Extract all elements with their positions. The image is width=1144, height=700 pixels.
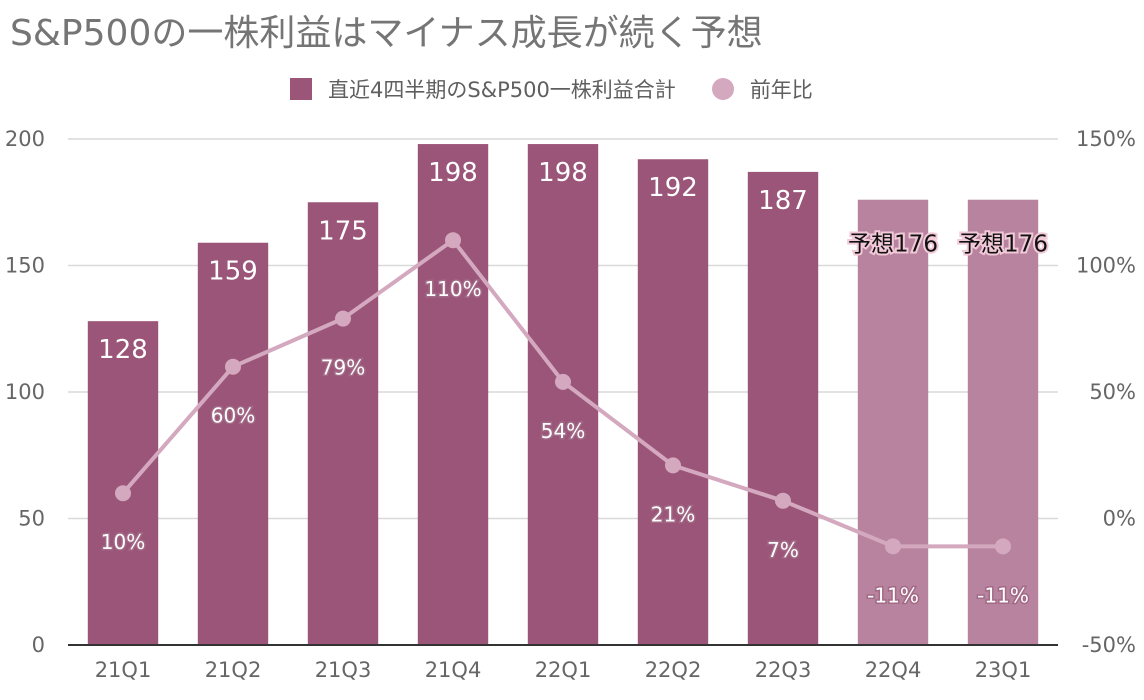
line-data-label: 7%	[767, 538, 799, 562]
line-data-label: 60%	[211, 404, 255, 428]
bar	[307, 202, 379, 645]
bar-data-label: 187	[758, 186, 808, 216]
bar-data-label: 192	[648, 173, 698, 203]
bar	[747, 171, 819, 645]
bar-data-label: 175	[318, 216, 368, 246]
line-data-label: 79%	[321, 356, 365, 380]
x-tick-label: 22Q2	[645, 658, 702, 682]
legend-item-bar: 直近4四半期のS&P500一株利益合計	[290, 74, 676, 104]
bar	[417, 144, 489, 645]
line-data-label: -11%	[977, 583, 1029, 607]
line-point	[115, 485, 131, 502]
legend-label-bar: 直近4四半期のS&P500一株利益合計	[328, 78, 676, 102]
y-left-tick-label: 0	[32, 633, 45, 657]
x-tick-label: 22Q3	[755, 658, 812, 682]
x-tick-label: 22Q4	[865, 658, 922, 682]
line-point	[225, 358, 241, 375]
bar-data-label: 159	[208, 257, 258, 287]
legend-swatch-line	[711, 78, 734, 100]
line-data-label: -11%	[867, 583, 919, 607]
legend: 直近4四半期のS&P500一株利益合計 前年比	[290, 74, 813, 104]
line-point	[335, 310, 351, 327]
bar	[967, 199, 1039, 645]
x-tick-label: 21Q1	[95, 658, 152, 682]
line-point	[555, 373, 571, 390]
line-point	[995, 538, 1011, 555]
y-right-tick-label: -50%	[1082, 633, 1136, 657]
line-data-label: 54%	[541, 419, 585, 443]
y-left-tick-label: 50	[18, 507, 45, 531]
y-right-tick-label: 0%	[1103, 507, 1136, 531]
line-point	[885, 538, 901, 555]
line-point	[665, 457, 681, 474]
x-tick-label: 21Q2	[205, 658, 262, 682]
line-point	[445, 232, 461, 249]
legend-swatch-bar	[290, 78, 312, 100]
y-left-tick-label: 100	[5, 380, 45, 404]
line-data-label: 110%	[424, 277, 481, 301]
y-left-tick-label: 200	[5, 127, 45, 151]
bar-data-label: 128	[98, 335, 148, 365]
legend-item-line: 前年比	[711, 74, 813, 104]
x-tick-label: 21Q3	[315, 658, 372, 682]
line-data-label: 10%	[101, 530, 145, 554]
line-point	[775, 492, 791, 509]
x-tick-label: 22Q1	[535, 658, 592, 682]
bar-data-label: 予想176	[958, 232, 1048, 258]
line-data-label: 21%	[651, 502, 695, 526]
x-tick-label: 21Q4	[425, 658, 482, 682]
bar-data-label: 198	[428, 158, 478, 188]
bar	[857, 199, 929, 645]
bar-data-label: 予想176	[848, 232, 938, 258]
bar	[637, 159, 709, 646]
bar	[197, 242, 269, 646]
bar	[87, 321, 159, 645]
bar	[527, 144, 599, 645]
y-right-tick-label: 100%	[1076, 254, 1136, 278]
bar-data-label: 198	[538, 158, 588, 188]
chart-title: S&P500の一株利益はマイナス成長が続く予想	[10, 13, 763, 54]
y-right-tick-label: 150%	[1076, 127, 1136, 151]
y-left-tick-label: 150	[5, 254, 45, 278]
y-right-tick-label: 50%	[1089, 380, 1136, 404]
x-tick-label: 23Q1	[975, 658, 1032, 682]
legend-label-line: 前年比	[749, 78, 813, 102]
